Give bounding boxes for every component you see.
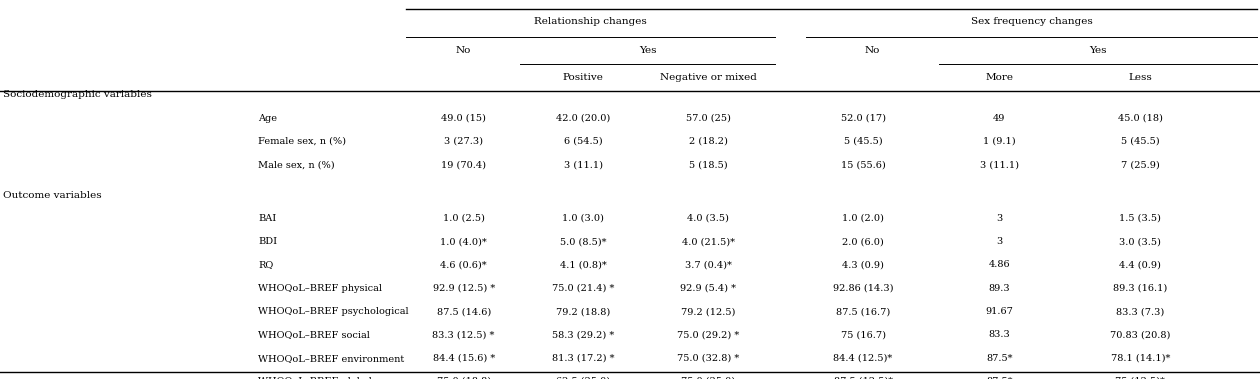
Text: WHOQoL–BREF environment: WHOQoL–BREF environment	[258, 354, 404, 363]
Text: 89.3: 89.3	[988, 284, 1011, 293]
Text: RQ: RQ	[258, 260, 273, 269]
Text: 75.0 (25.0): 75.0 (25.0)	[682, 377, 735, 379]
Text: 92.86 (14.3): 92.86 (14.3)	[833, 284, 893, 293]
Text: 6 (54.5): 6 (54.5)	[564, 137, 602, 146]
Text: Yes: Yes	[639, 46, 656, 55]
Text: 4.4 (0.9): 4.4 (0.9)	[1119, 260, 1162, 269]
Text: WHOQoL–BREF psychological: WHOQoL–BREF psychological	[258, 307, 410, 316]
Text: 49.0 (15): 49.0 (15)	[441, 114, 486, 123]
Text: 92.9 (12.5) *: 92.9 (12.5) *	[432, 284, 495, 293]
Text: 4.86: 4.86	[988, 260, 1011, 269]
Text: Positive: Positive	[563, 73, 604, 82]
Text: 79.2 (12.5): 79.2 (12.5)	[680, 307, 736, 316]
Text: 75.0 (18.8): 75.0 (18.8)	[437, 377, 490, 379]
Text: 3 (27.3): 3 (27.3)	[445, 137, 483, 146]
Text: WHOQoL–BREF social: WHOQoL–BREF social	[258, 330, 370, 340]
Text: BAI: BAI	[258, 214, 276, 223]
Text: 83.3 (7.3): 83.3 (7.3)	[1116, 307, 1164, 316]
Text: 2 (18.2): 2 (18.2)	[689, 137, 727, 146]
Text: Negative or mixed: Negative or mixed	[660, 73, 756, 82]
Text: 42.0 (20.0): 42.0 (20.0)	[556, 114, 611, 123]
Text: 4.3 (0.9): 4.3 (0.9)	[842, 260, 885, 269]
Text: 92.9 (5.4) *: 92.9 (5.4) *	[680, 284, 736, 293]
Text: 1.5 (3.5): 1.5 (3.5)	[1119, 214, 1162, 223]
Text: 75.0 (21.4) *: 75.0 (21.4) *	[552, 284, 615, 293]
Text: 83.3 (12.5) *: 83.3 (12.5) *	[432, 330, 495, 340]
Text: 87.5*: 87.5*	[985, 354, 1013, 363]
Text: More: More	[985, 73, 1013, 82]
Text: Yes: Yes	[1090, 46, 1106, 55]
Text: 7 (25.9): 7 (25.9)	[1121, 160, 1159, 169]
Text: 87.5*: 87.5*	[985, 377, 1013, 379]
Text: 1 (9.1): 1 (9.1)	[983, 137, 1016, 146]
Text: BDI: BDI	[258, 237, 277, 246]
Text: 3 (11.1): 3 (11.1)	[980, 160, 1018, 169]
Text: 15 (55.6): 15 (55.6)	[840, 160, 886, 169]
Text: Male sex, n (%): Male sex, n (%)	[258, 160, 335, 169]
Text: Sociodemographic variables: Sociodemographic variables	[3, 90, 151, 99]
Text: 5 (18.5): 5 (18.5)	[689, 160, 727, 169]
Text: Outcome variables: Outcome variables	[3, 191, 101, 200]
Text: 75.0 (29.2) *: 75.0 (29.2) *	[677, 330, 740, 340]
Text: No: No	[455, 46, 471, 55]
Text: 4.6 (0.6)*: 4.6 (0.6)*	[440, 260, 488, 269]
Text: Female sex, n (%): Female sex, n (%)	[258, 137, 347, 146]
Text: 87.5 (14.6): 87.5 (14.6)	[436, 307, 491, 316]
Text: 3: 3	[997, 237, 1002, 246]
Text: 1.0 (3.0): 1.0 (3.0)	[562, 214, 605, 223]
Text: 5 (45.5): 5 (45.5)	[844, 137, 882, 146]
Text: 1.0 (2.5): 1.0 (2.5)	[442, 214, 485, 223]
Text: 4.1 (0.8)*: 4.1 (0.8)*	[559, 260, 607, 269]
Text: 1.0 (2.0): 1.0 (2.0)	[842, 214, 885, 223]
Text: 4.0 (3.5): 4.0 (3.5)	[687, 214, 730, 223]
Text: 19 (70.4): 19 (70.4)	[441, 160, 486, 169]
Text: 84.4 (15.6) *: 84.4 (15.6) *	[432, 354, 495, 363]
Text: Relationship changes: Relationship changes	[534, 17, 646, 26]
Text: 81.3 (17.2) *: 81.3 (17.2) *	[552, 354, 615, 363]
Text: 5.0 (8.5)*: 5.0 (8.5)*	[561, 237, 606, 246]
Text: 84.4 (12.5)*: 84.4 (12.5)*	[833, 354, 893, 363]
Text: Less: Less	[1129, 73, 1152, 82]
Text: 87.5 (12.5)*: 87.5 (12.5)*	[834, 377, 892, 379]
Text: WHOQoL–BREF physical: WHOQoL–BREF physical	[258, 284, 382, 293]
Text: 78.1 (14.1)*: 78.1 (14.1)*	[1110, 354, 1171, 363]
Text: 4.0 (21.5)*: 4.0 (21.5)*	[682, 237, 735, 246]
Text: 3.0 (3.5): 3.0 (3.5)	[1119, 237, 1162, 246]
Text: 62.5 (25.0): 62.5 (25.0)	[557, 377, 610, 379]
Text: 89.3 (16.1): 89.3 (16.1)	[1113, 284, 1168, 293]
Text: 5 (45.5): 5 (45.5)	[1121, 137, 1159, 146]
Text: 83.3: 83.3	[988, 330, 1011, 340]
Text: 87.5 (16.7): 87.5 (16.7)	[835, 307, 891, 316]
Text: WHOQoL–BREF global: WHOQoL–BREF global	[258, 377, 372, 379]
Text: 2.0 (6.0): 2.0 (6.0)	[842, 237, 885, 246]
Text: Age: Age	[258, 114, 277, 123]
Text: 70.83 (20.8): 70.83 (20.8)	[1110, 330, 1171, 340]
Text: 79.2 (18.8): 79.2 (18.8)	[556, 307, 611, 316]
Text: 3.7 (0.4)*: 3.7 (0.4)*	[684, 260, 732, 269]
Text: 75.0 (32.8) *: 75.0 (32.8) *	[677, 354, 740, 363]
Text: 91.67: 91.67	[985, 307, 1013, 316]
Text: 3 (11.1): 3 (11.1)	[564, 160, 602, 169]
Text: 75 (12.5)*: 75 (12.5)*	[1115, 377, 1166, 379]
Text: 3: 3	[997, 214, 1002, 223]
Text: Sex frequency changes: Sex frequency changes	[971, 17, 1092, 26]
Text: 1.0 (4.0)*: 1.0 (4.0)*	[440, 237, 488, 246]
Text: 45.0 (18): 45.0 (18)	[1118, 114, 1163, 123]
Text: 75 (16.7): 75 (16.7)	[840, 330, 886, 340]
Text: 57.0 (25): 57.0 (25)	[685, 114, 731, 123]
Text: 58.3 (29.2) *: 58.3 (29.2) *	[552, 330, 615, 340]
Text: No: No	[864, 46, 881, 55]
Text: 49: 49	[993, 114, 1005, 123]
Text: 52.0 (17): 52.0 (17)	[840, 114, 886, 123]
